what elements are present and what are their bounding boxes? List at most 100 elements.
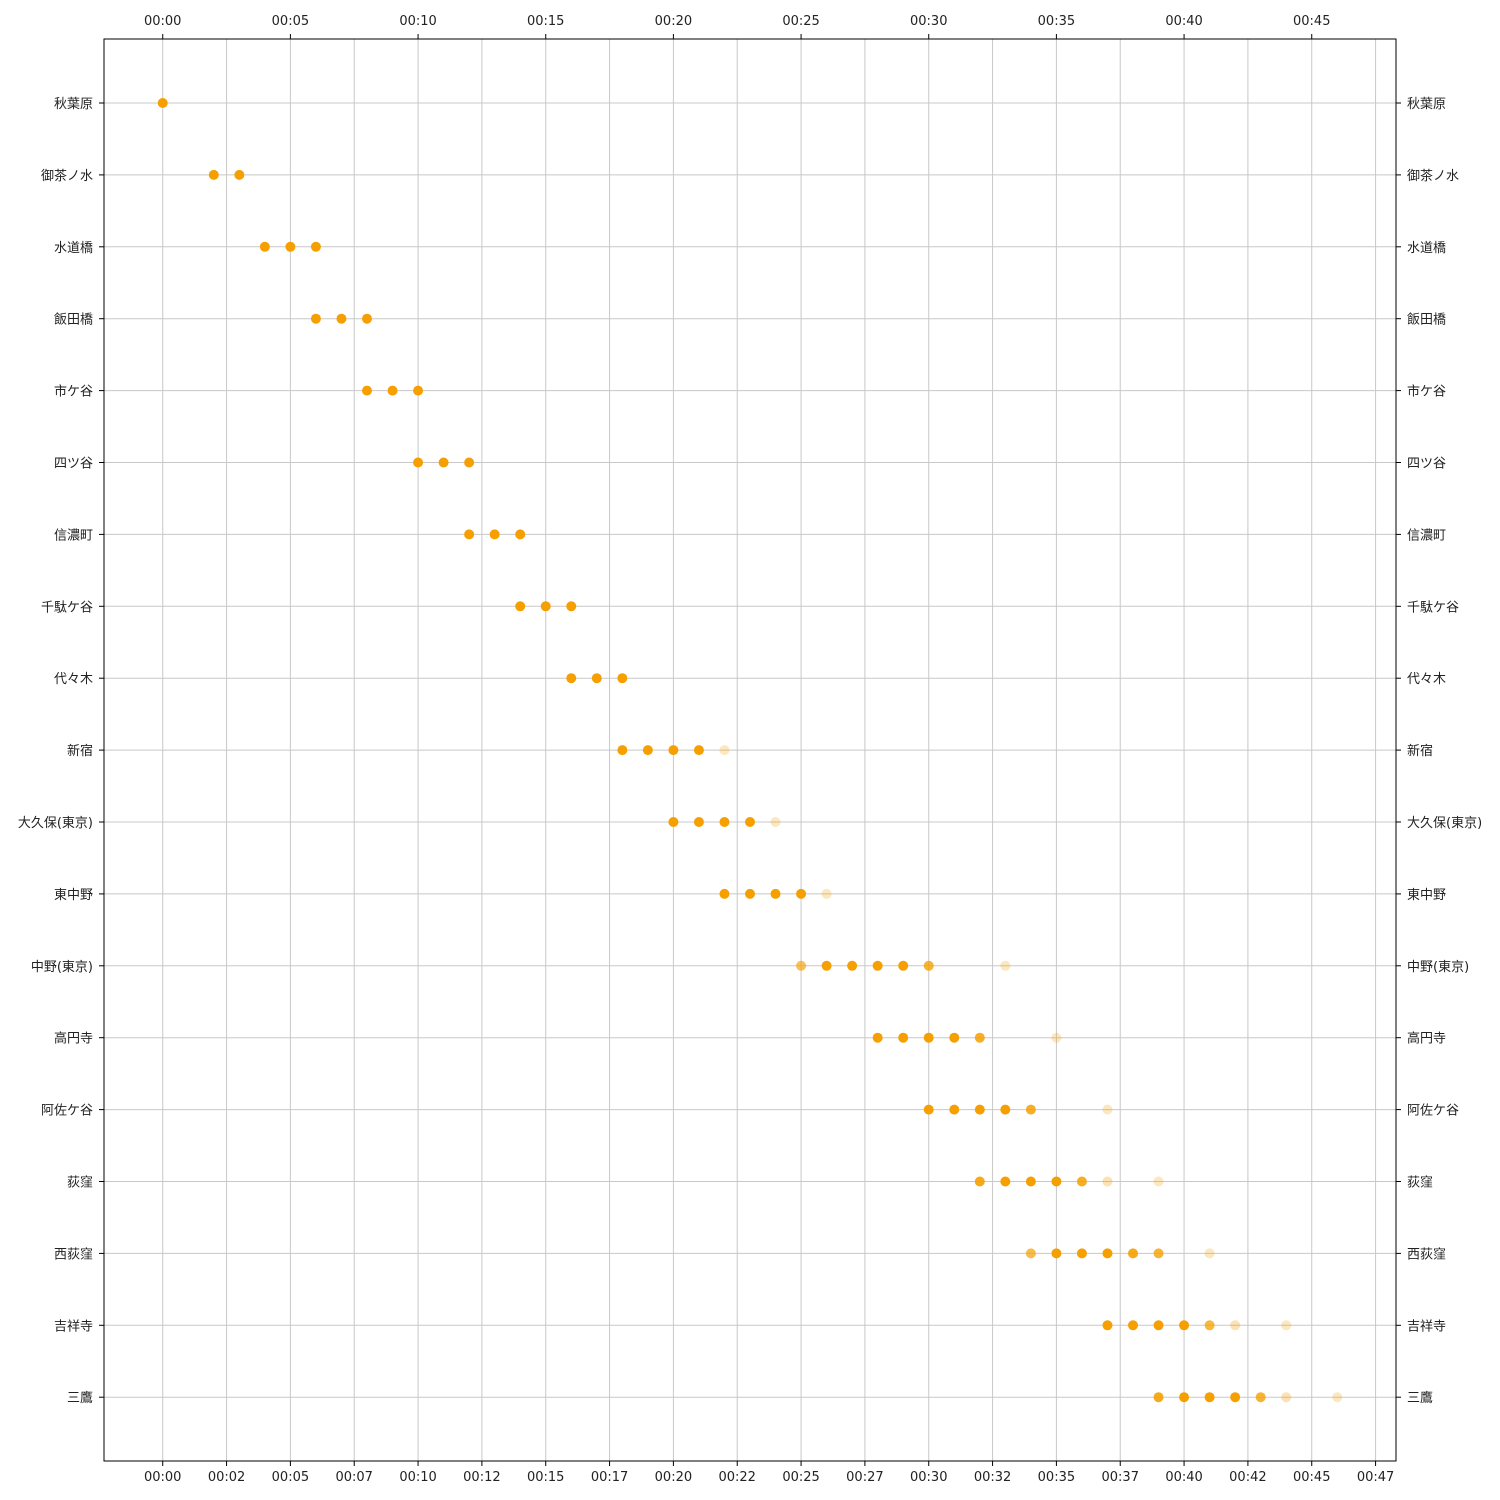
station-label-right: 秋葉原 [1407, 97, 1446, 112]
bottom-tick-label: 00:02 [208, 1470, 245, 1485]
train-point [1332, 1392, 1343, 1403]
top-tick-label: 00:40 [1165, 14, 1202, 29]
train-point [1128, 1248, 1139, 1259]
train-point [745, 817, 755, 827]
station-label-left: 秋葉原 [54, 97, 93, 112]
train-point [770, 888, 781, 899]
train-point [974, 1176, 985, 1187]
station-label-right: 水道橋 [1407, 241, 1446, 256]
train-point [464, 457, 475, 468]
top-tick-label: 00:45 [1293, 14, 1330, 29]
train-point [974, 1104, 985, 1115]
bottom-tick-label: 00:25 [782, 1470, 819, 1485]
train-point [259, 241, 270, 252]
train-point [1076, 1176, 1087, 1187]
station-label-right: 三鷹 [1407, 1391, 1433, 1406]
train-point [668, 817, 679, 827]
top-tick-label: 00:00 [144, 14, 181, 29]
station-label-left: 大久保(東京) [18, 815, 93, 831]
train-point [1230, 1392, 1241, 1403]
train-point [770, 817, 781, 827]
station-label-left: 阿佐ケ谷 [41, 1104, 93, 1119]
station-label-right: 高円寺 [1407, 1031, 1446, 1047]
data-points [157, 98, 1343, 1403]
train-point [1204, 1392, 1215, 1403]
station-label-right: 千駄ケ谷 [1407, 600, 1459, 615]
train-point [361, 313, 372, 324]
train-point [208, 169, 219, 180]
station-label-left: 荻窪 [67, 1175, 93, 1191]
train-point [1025, 1104, 1036, 1115]
station-label-right: 代々木 [1407, 672, 1446, 687]
train-point [1179, 1320, 1190, 1331]
bottom-tick-label: 00:27 [846, 1470, 883, 1485]
train-point [489, 529, 500, 540]
bottom-tick-label: 00:12 [463, 1470, 500, 1485]
station-label-left: 飯田橋 [54, 313, 93, 328]
top-tick-label: 00:15 [527, 14, 564, 29]
grid [104, 39, 1396, 1461]
station-label-left: 新宿 [67, 743, 93, 759]
train-point [464, 529, 475, 540]
train-point [1025, 1176, 1036, 1187]
train-point [413, 457, 424, 468]
train-point [1153, 1320, 1164, 1331]
train-point [1051, 1032, 1062, 1043]
train-point [515, 601, 526, 612]
station-label-left: 三鷹 [67, 1391, 93, 1406]
station-label-left: 信濃町 [54, 528, 93, 543]
train-point [515, 529, 526, 540]
bottom-tick-label: 00:40 [1165, 1470, 1202, 1485]
train-point [1102, 1320, 1113, 1331]
top-tick-label: 00:30 [910, 14, 947, 29]
train-point [1230, 1320, 1241, 1331]
train-point [898, 960, 909, 971]
train-point [1000, 1104, 1011, 1115]
bottom-tick-label: 00:30 [910, 1470, 947, 1485]
train-point [1000, 1176, 1011, 1187]
top-tick-label: 00:10 [399, 14, 436, 29]
train-point [821, 960, 832, 971]
station-label-right: 荻窪 [1407, 1175, 1433, 1191]
station-label-right: 東中野 [1407, 887, 1446, 903]
train-point [1102, 1176, 1113, 1187]
train-point [361, 385, 372, 396]
train-point [617, 673, 628, 684]
train-point [949, 1032, 960, 1043]
train-point [1255, 1392, 1266, 1403]
station-label-left: 水道橋 [54, 241, 93, 256]
train-point [1281, 1320, 1292, 1331]
top-tick-label: 00:25 [782, 14, 819, 29]
train-point [1051, 1248, 1062, 1259]
station-label-left: 中野(東京) [31, 959, 93, 975]
train-point [438, 457, 449, 468]
train-point [923, 960, 934, 971]
train-point [923, 1104, 934, 1115]
train-point [872, 960, 883, 971]
train-point [1102, 1248, 1113, 1259]
station-label-left: 東中野 [54, 887, 93, 903]
train-point [1051, 1176, 1062, 1187]
train-point [617, 745, 628, 756]
station-label-right: 中野(東京) [1407, 959, 1469, 975]
station-label-right: 飯田橋 [1407, 313, 1446, 328]
train-point [796, 960, 807, 971]
train-point [413, 385, 424, 396]
station-label-left: 高円寺 [54, 1031, 93, 1047]
train-point [719, 817, 730, 827]
train-point [1281, 1392, 1292, 1403]
train-point [157, 98, 168, 108]
station-label-left: 吉祥寺 [54, 1319, 93, 1334]
train-point [949, 1104, 960, 1115]
train-point [336, 313, 347, 324]
train-point [285, 241, 296, 252]
train-point [1153, 1392, 1164, 1403]
train-point [1025, 1248, 1036, 1259]
train-point [745, 888, 755, 899]
bottom-tick-label: 00:37 [1102, 1470, 1139, 1485]
station-label-right: 御茶ノ水 [1407, 168, 1459, 184]
top-tick-label: 00:05 [272, 14, 309, 29]
train-point [310, 241, 321, 252]
